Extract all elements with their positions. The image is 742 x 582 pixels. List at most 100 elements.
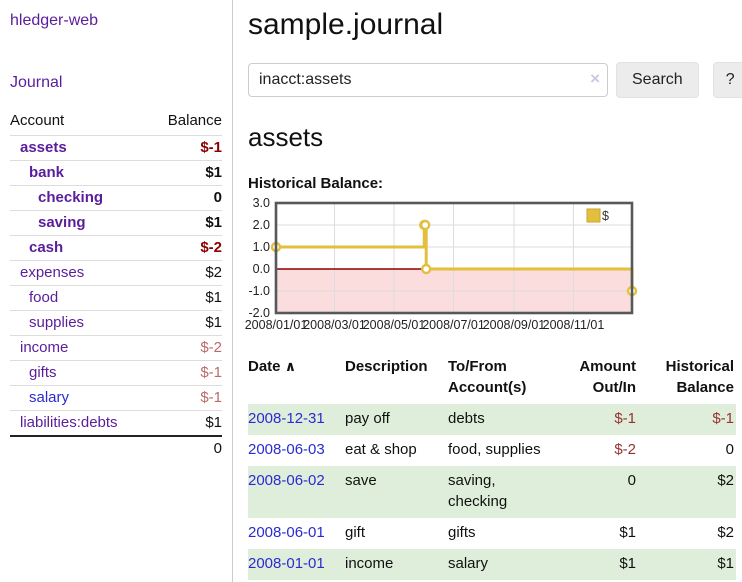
- transaction-description: gift: [345, 518, 448, 549]
- transaction-balance: $1: [648, 549, 736, 580]
- account-link-checking[interactable]: checking: [38, 189, 103, 206]
- chart-point-marker: [422, 265, 430, 273]
- accounts-total-spacer: [10, 436, 151, 461]
- chart-point-marker: [421, 221, 429, 229]
- account-name-cell: checking: [10, 186, 151, 211]
- help-button[interactable]: ?: [713, 62, 742, 98]
- nav-journal-link[interactable]: Journal: [10, 74, 222, 92]
- account-link-supplies[interactable]: supplies: [29, 314, 84, 331]
- chart-y-tick-label: 2.0: [253, 218, 270, 232]
- accounts-total-balance: 0: [151, 436, 222, 461]
- transaction-description: income: [345, 549, 448, 580]
- account-row: income$-2: [10, 336, 222, 361]
- account-name-cell: expenses: [10, 261, 151, 286]
- account-balance: $1: [151, 161, 222, 186]
- search-input[interactable]: [248, 63, 608, 97]
- register-header-description: Description: [345, 352, 448, 404]
- transaction-date-link[interactable]: 2008-12-31: [248, 410, 325, 427]
- transaction-row[interactable]: 2008-06-03eat & shopfood, supplies$-20: [248, 435, 736, 466]
- transaction-row[interactable]: 2008-01-01incomesalary$1$1: [248, 549, 736, 580]
- chart-y-tick-label: 1.0: [253, 240, 270, 254]
- account-name-cell: supplies: [10, 311, 151, 336]
- account-name-cell: assets: [10, 136, 151, 161]
- clear-search-icon[interactable]: ×: [590, 70, 600, 88]
- account-row: cash$-2: [10, 236, 222, 261]
- transaction-date-cell: 2008-12-31: [248, 404, 345, 435]
- account-row: assets $-1: [10, 136, 222, 161]
- transaction-amount: $-1: [568, 404, 648, 435]
- transaction-date-link[interactable]: 2008-06-01: [248, 524, 325, 541]
- transaction-row[interactable]: 2008-06-01giftgifts$1$2: [248, 518, 736, 549]
- chart-x-tick-label: 2008/11/01: [543, 318, 605, 332]
- accounts-header-balance: Balance: [151, 108, 222, 136]
- account-link-saving[interactable]: saving: [38, 214, 86, 231]
- transaction-accounts: salary: [448, 549, 568, 580]
- accounts-table: Account Balance assets$-1bank$1checking0…: [10, 108, 222, 461]
- account-link-cash[interactable]: cash: [29, 239, 63, 256]
- account-balance: $-1: [151, 136, 222, 161]
- account-name-cell: food: [10, 286, 151, 311]
- transaction-row[interactable]: 2008-06-02savesaving, checking0$2: [248, 466, 736, 518]
- transaction-description: eat & shop: [345, 435, 448, 466]
- account-balance: $1: [151, 286, 222, 311]
- account-link-income[interactable]: income: [20, 339, 68, 356]
- account-row: expenses $2: [10, 261, 222, 286]
- transaction-date-link[interactable]: 2008-06-02: [248, 472, 325, 489]
- account-balance: $-1: [151, 386, 222, 411]
- search-input-wrap: ×: [248, 63, 608, 97]
- brand-link[interactable]: hledger-web: [10, 12, 222, 30]
- search-button[interactable]: Search: [616, 62, 699, 98]
- account-name-cell: liabilities:debts: [10, 411, 151, 437]
- account-balance: $-1: [151, 361, 222, 386]
- register-header-balance: Historical Balance: [648, 352, 736, 404]
- transaction-amount: $1: [568, 549, 648, 580]
- account-link-expenses[interactable]: expenses: [20, 264, 84, 281]
- account-balance: $2: [151, 261, 222, 286]
- chart-y-tick-label: 0.0: [253, 262, 270, 276]
- account-link-liabilities-debts[interactable]: liabilities:debts: [20, 414, 118, 431]
- account-link-bank[interactable]: bank: [29, 164, 64, 181]
- register-header-amount: Amount Out/In: [568, 352, 648, 404]
- account-balance: $1: [151, 411, 222, 437]
- register-header-date-label: Date: [248, 358, 281, 375]
- transaction-amount: $1: [568, 518, 648, 549]
- historical-balance-chart: 3.02.01.00.0-1.0-2.02008/01/012008/03/01…: [240, 198, 648, 338]
- account-heading: assets: [248, 122, 742, 153]
- transaction-date-cell: 2008-06-01: [248, 518, 345, 549]
- transaction-balance: $2: [648, 466, 736, 518]
- accounts-total-row: 0: [10, 436, 222, 461]
- chart-x-tick-label: 2008/09/01: [483, 318, 546, 332]
- transaction-date-link[interactable]: 2008-01-01: [248, 555, 325, 572]
- chart-y-tick-label: 3.0: [253, 198, 270, 210]
- account-balance: $1: [151, 311, 222, 336]
- transaction-description: save: [345, 466, 448, 518]
- transaction-balance: $-1: [648, 404, 736, 435]
- account-name-cell: salary: [10, 386, 151, 411]
- account-balance: 0: [151, 186, 222, 211]
- account-link-food[interactable]: food: [29, 289, 58, 306]
- transaction-date-cell: 2008-06-02: [248, 466, 345, 518]
- transaction-accounts: gifts: [448, 518, 568, 549]
- sidebar: hledger-web Journal Account Balance asse…: [0, 0, 233, 582]
- transaction-row[interactable]: 2008-12-31pay offdebts$-1$-1: [248, 404, 736, 435]
- account-name-cell: saving: [10, 211, 151, 236]
- transaction-date-cell: 2008-06-03: [248, 435, 345, 466]
- transaction-date-link[interactable]: 2008-06-03: [248, 441, 325, 458]
- account-row: supplies $1: [10, 311, 222, 336]
- account-link-assets[interactable]: assets: [20, 139, 67, 156]
- account-row: saving$1: [10, 211, 222, 236]
- account-link-salary[interactable]: salary: [29, 389, 69, 406]
- register-header-accounts: To/From Account(s): [448, 352, 568, 404]
- transaction-amount: $-2: [568, 435, 648, 466]
- transaction-accounts: debts: [448, 404, 568, 435]
- account-row: bank $1: [10, 161, 222, 186]
- chart-legend-label: $: [602, 209, 609, 223]
- register-header-date[interactable]: Date ∧: [248, 352, 345, 404]
- account-name-cell: bank: [10, 161, 151, 186]
- account-link-gifts[interactable]: gifts: [29, 364, 57, 381]
- main-content: sample.journal × Search ? assets Histori…: [233, 0, 742, 582]
- page-title: sample.journal: [248, 8, 742, 42]
- chart-legend-swatch: [587, 209, 600, 222]
- sort-ascending-icon: ∧: [285, 358, 296, 374]
- account-name-cell: income: [10, 336, 151, 361]
